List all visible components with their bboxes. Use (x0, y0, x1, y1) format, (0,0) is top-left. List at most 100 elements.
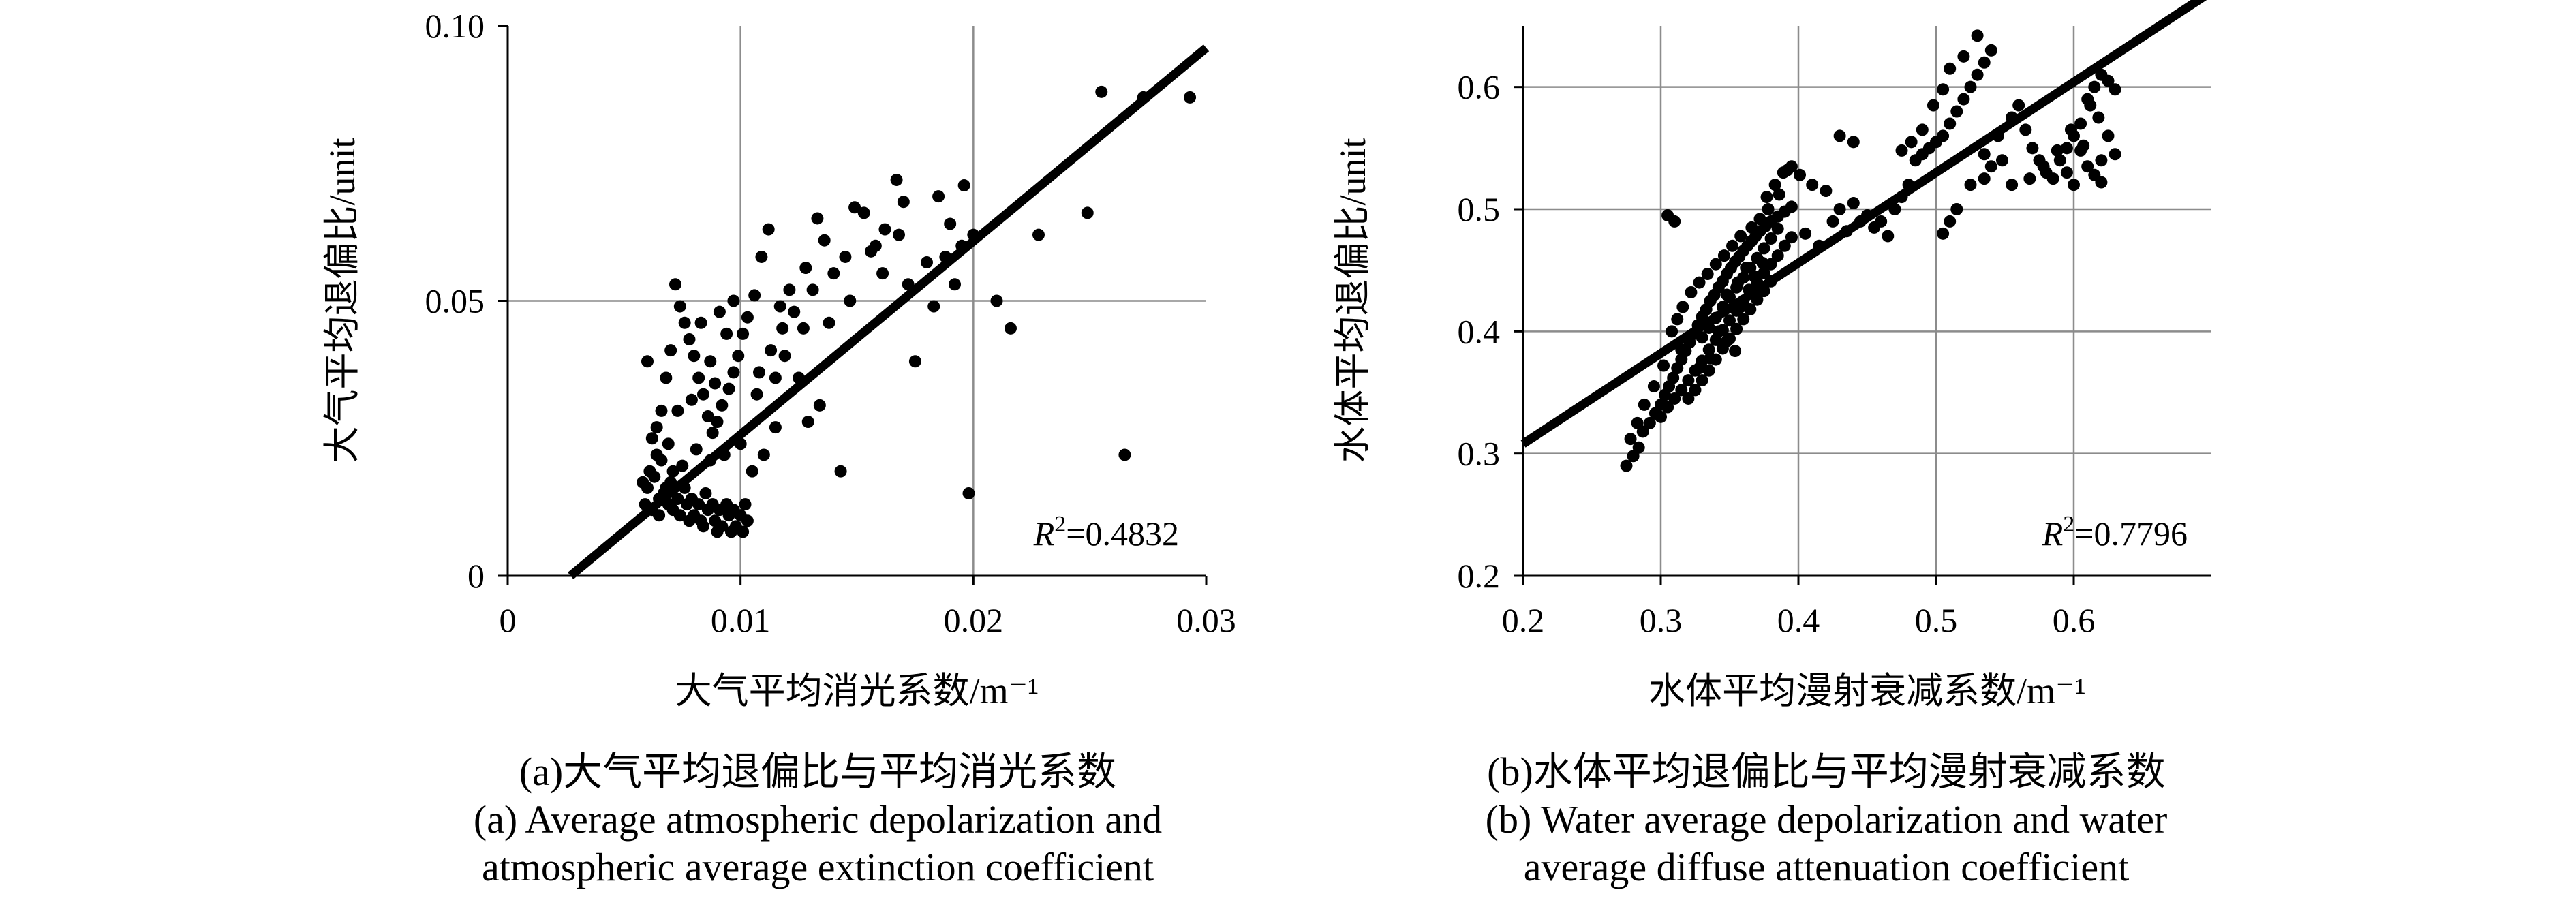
data-point (2053, 154, 2066, 167)
data-point (662, 437, 675, 450)
caption-a-chinese: (a)大气平均退偏比与平均消光系数 (519, 750, 1117, 794)
data-point (1978, 148, 1991, 161)
data-point (1701, 268, 1714, 281)
data-point (727, 294, 740, 307)
data-point (641, 481, 654, 494)
data-point (1675, 384, 1688, 397)
data-point (709, 377, 722, 390)
data-point (711, 525, 724, 538)
data-point (1971, 68, 1984, 81)
data-point (699, 487, 712, 499)
data-point (704, 355, 717, 368)
x-tick-label: 0.03 (1176, 601, 1236, 639)
data-point (769, 421, 782, 434)
caption-a-english-line-2: atmospheric average extinction coefficie… (481, 845, 1154, 889)
data-point (1771, 249, 1784, 262)
data-point (778, 350, 791, 363)
data-point (1682, 374, 1695, 387)
x-tick-label: 0.3 (1640, 601, 1683, 639)
data-point (746, 465, 758, 478)
y-axis-title: 水体平均退偏比/unit (1332, 138, 1373, 463)
data-point (1005, 322, 1017, 335)
data-point (2092, 111, 2105, 124)
data-point (1702, 364, 1715, 377)
x-tick-label: 0.4 (1777, 601, 1820, 639)
r-squared-label: R2=0.4832 (1033, 512, 1179, 553)
data-point (1768, 179, 1781, 191)
data-point (650, 421, 663, 434)
data-point (1756, 256, 1769, 269)
data-point (1682, 392, 1695, 405)
data-point (813, 399, 826, 412)
data-point (1771, 222, 1784, 235)
data-point (1723, 314, 1736, 327)
data-point (1095, 85, 1108, 98)
data-point (1667, 371, 1680, 384)
x-tick-label: 0.6 (2053, 601, 2096, 639)
data-point (2064, 123, 2077, 136)
data-point (673, 300, 686, 313)
data-point (1882, 230, 1895, 243)
data-point (692, 498, 705, 511)
data-point (2012, 99, 2025, 112)
data-point (1620, 459, 1633, 472)
data-point (757, 448, 770, 461)
x-tick-label: 0.02 (944, 601, 1004, 639)
data-point (1732, 276, 1745, 289)
data-point (818, 234, 831, 247)
caption-b-english-line-1: (b) Water average depolarization and wat… (1485, 797, 2168, 842)
data-point (1984, 44, 1997, 57)
data-point (908, 355, 921, 368)
data-point (2095, 154, 2108, 167)
y-tick-label: 0.6 (1458, 68, 1501, 106)
data-point (823, 316, 835, 329)
data-point (1717, 249, 1730, 262)
data-point (1081, 206, 1094, 219)
x-tick-label: 0.5 (1915, 601, 1958, 639)
data-point (641, 355, 654, 368)
caption-a-english-line-1: (a) Average atmospheric depolarization a… (473, 797, 1163, 842)
data-point (1693, 362, 1706, 375)
data-point (655, 404, 668, 417)
data-point (1847, 136, 1860, 149)
data-point (932, 190, 945, 203)
data-point (755, 250, 768, 263)
data-point (1758, 266, 1770, 279)
data-point (650, 448, 663, 461)
data-point (1734, 230, 1747, 243)
data-point (694, 316, 707, 329)
data-point (1806, 179, 1819, 191)
data-point (1937, 83, 1950, 96)
data-point (2051, 144, 2064, 157)
y-tick-label: 0.10 (425, 7, 485, 45)
data-point (1655, 410, 1667, 423)
data-point (2081, 160, 2094, 173)
data-point (921, 256, 933, 269)
data-point (685, 393, 698, 406)
data-point (1704, 352, 1717, 365)
data-point (1957, 93, 1970, 106)
data-point (788, 305, 801, 318)
data-point (762, 223, 775, 236)
data-point (776, 322, 789, 335)
y-tick-label: 0.2 (1458, 557, 1501, 595)
data-point (683, 333, 696, 345)
data-point (773, 300, 786, 313)
chart-a: 0 0.01 0.02 0.03 0 0.05 0.10 R2=0.4832 大气平均消光系数/… (322, 7, 1236, 711)
data-point (1632, 441, 1645, 454)
data-point (769, 371, 782, 384)
data-point (1184, 91, 1197, 104)
data-point (664, 344, 677, 357)
data-point (1785, 231, 1798, 244)
x-tick-label: 0 (500, 601, 517, 639)
y-tick-label: 0.3 (1458, 435, 1501, 473)
data-point (737, 525, 750, 538)
data-point (839, 250, 852, 263)
caption-b: (b)水体平均退偏比与平均漫射衰减系数 (b) Water average de… (1431, 748, 2222, 891)
data-point (671, 493, 684, 506)
data-point (1661, 401, 1674, 414)
data-point (1720, 335, 1733, 348)
data-point (2095, 176, 2108, 189)
data-point (1984, 160, 1997, 173)
data-point (1676, 301, 1689, 313)
